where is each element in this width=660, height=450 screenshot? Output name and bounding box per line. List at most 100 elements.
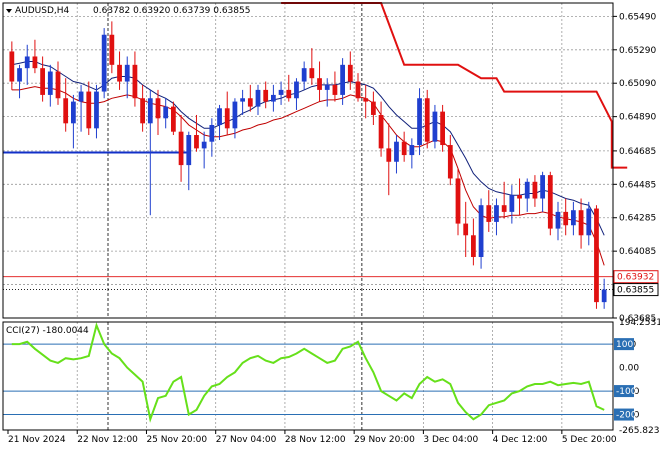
grid-layer [3, 3, 613, 430]
price-tick-label: 0.65490 [619, 12, 656, 22]
candle-body [332, 84, 338, 95]
candle-body [94, 91, 99, 129]
price-line-tag [613, 270, 659, 284]
candle-body [540, 175, 545, 199]
candle-body [317, 78, 322, 90]
candle-body [463, 223, 469, 236]
candle-body [501, 205, 507, 212]
candle-body [124, 64, 130, 82]
price-tick-label: 0.64285 [619, 214, 656, 224]
price-line-label: 0.63855 [617, 286, 654, 296]
time-tick-label: 29 Nov 20:00 [354, 435, 415, 445]
candle-body [186, 135, 192, 166]
cci-level-label: -200 [616, 411, 637, 421]
candle-body [240, 98, 245, 102]
price-line-label: 0.63932 [617, 273, 654, 283]
cci-plot-frame [2, 321, 614, 431]
candle-body [171, 106, 176, 132]
candle-body [86, 91, 92, 129]
candle-body [55, 71, 61, 99]
candle-body [71, 101, 76, 124]
candle-body [286, 89, 292, 99]
candle-body [247, 98, 253, 107]
price-tick-label: 0.64485 [619, 180, 656, 190]
candle-body [363, 98, 369, 102]
candle-body [547, 175, 553, 229]
candle-body [78, 91, 84, 102]
cci-tick-label: -265.8236 [619, 426, 660, 436]
candle-body [140, 98, 145, 124]
price-tick-label: 0.64085 [619, 247, 656, 257]
slow-moving-average-line [11, 86, 605, 266]
candle-body [586, 208, 592, 236]
time-tick-label: 21 Nov 2024 [8, 435, 66, 445]
cci-level-tag [614, 338, 634, 351]
candle-body [455, 178, 461, 224]
time-tick-label: 3 Dec 04:00 [423, 435, 478, 445]
candle-body [563, 211, 569, 226]
cci-level-label: 100 [616, 340, 633, 350]
candle-body [478, 205, 484, 258]
time-tick-label: 27 Nov 04:00 [216, 435, 277, 445]
candle-body [278, 89, 284, 95]
candle-body [147, 98, 153, 124]
candle-body [9, 51, 15, 82]
cci-plot [3, 322, 613, 423]
candle-body [201, 141, 207, 149]
candle-body [401, 141, 407, 156]
fast-moving-average-line [11, 61, 605, 236]
candle-body [394, 141, 399, 162]
candle-body [132, 64, 138, 99]
candle-body [217, 108, 222, 125]
candle-body [424, 98, 430, 142]
price-tick-label: 0.64685 [619, 147, 656, 157]
candle-body [386, 148, 392, 162]
candle-body [32, 56, 38, 69]
cci-line [11, 322, 605, 423]
candle-body [271, 94, 276, 102]
candle-body [471, 235, 476, 258]
price-tick-label: 0.65290 [619, 46, 656, 56]
candle-body [232, 101, 238, 129]
candle-body [101, 34, 107, 92]
candle-body [40, 68, 45, 95]
candle-body [263, 89, 269, 102]
candle-body [47, 71, 53, 95]
candle-body [155, 98, 161, 119]
price-tick-label: 0.65090 [619, 79, 656, 89]
candle-body [324, 84, 330, 90]
ohlc-readout: 0.63782 0.63920 0.63739 0.63855 [93, 6, 250, 16]
time-tick-label: 5 Dec 20:00 [562, 435, 617, 445]
candle-body [494, 205, 499, 222]
candle-body [371, 101, 376, 115]
candle-body [447, 145, 453, 179]
candle-body [178, 131, 184, 166]
candle-body [209, 124, 215, 142]
candle-body [294, 81, 299, 99]
candle-body [578, 210, 584, 236]
candle-body [417, 98, 422, 146]
candle-body [309, 68, 315, 79]
candle-body [255, 89, 261, 107]
cci-tick-label: 194.2531 [619, 318, 660, 328]
candle-body [440, 111, 445, 146]
cci-title: CCI(27) -180.0044 [6, 326, 89, 336]
candle-body [17, 68, 22, 82]
candle-body [555, 211, 561, 229]
price-tick-label: 0.64890 [619, 113, 656, 123]
time-tick-label: 22 Nov 12:00 [77, 435, 138, 445]
candle-body [347, 64, 353, 82]
candle-body [163, 106, 169, 119]
candle-body [63, 98, 69, 124]
time-tick-label: 25 Nov 20:00 [146, 435, 207, 445]
main-title: AUDUSD,H4 0.63782 0.63920 0.63739 0.6385… [6, 6, 250, 16]
cci-level-label: -100 [616, 387, 637, 397]
candle-body [524, 181, 530, 199]
candle-body [601, 289, 607, 303]
price-plot [3, 1, 628, 309]
collapse-arrow-icon[interactable] [6, 9, 12, 13]
candle-body [486, 205, 492, 222]
time-tick-label: 4 Dec 12:00 [493, 435, 548, 445]
